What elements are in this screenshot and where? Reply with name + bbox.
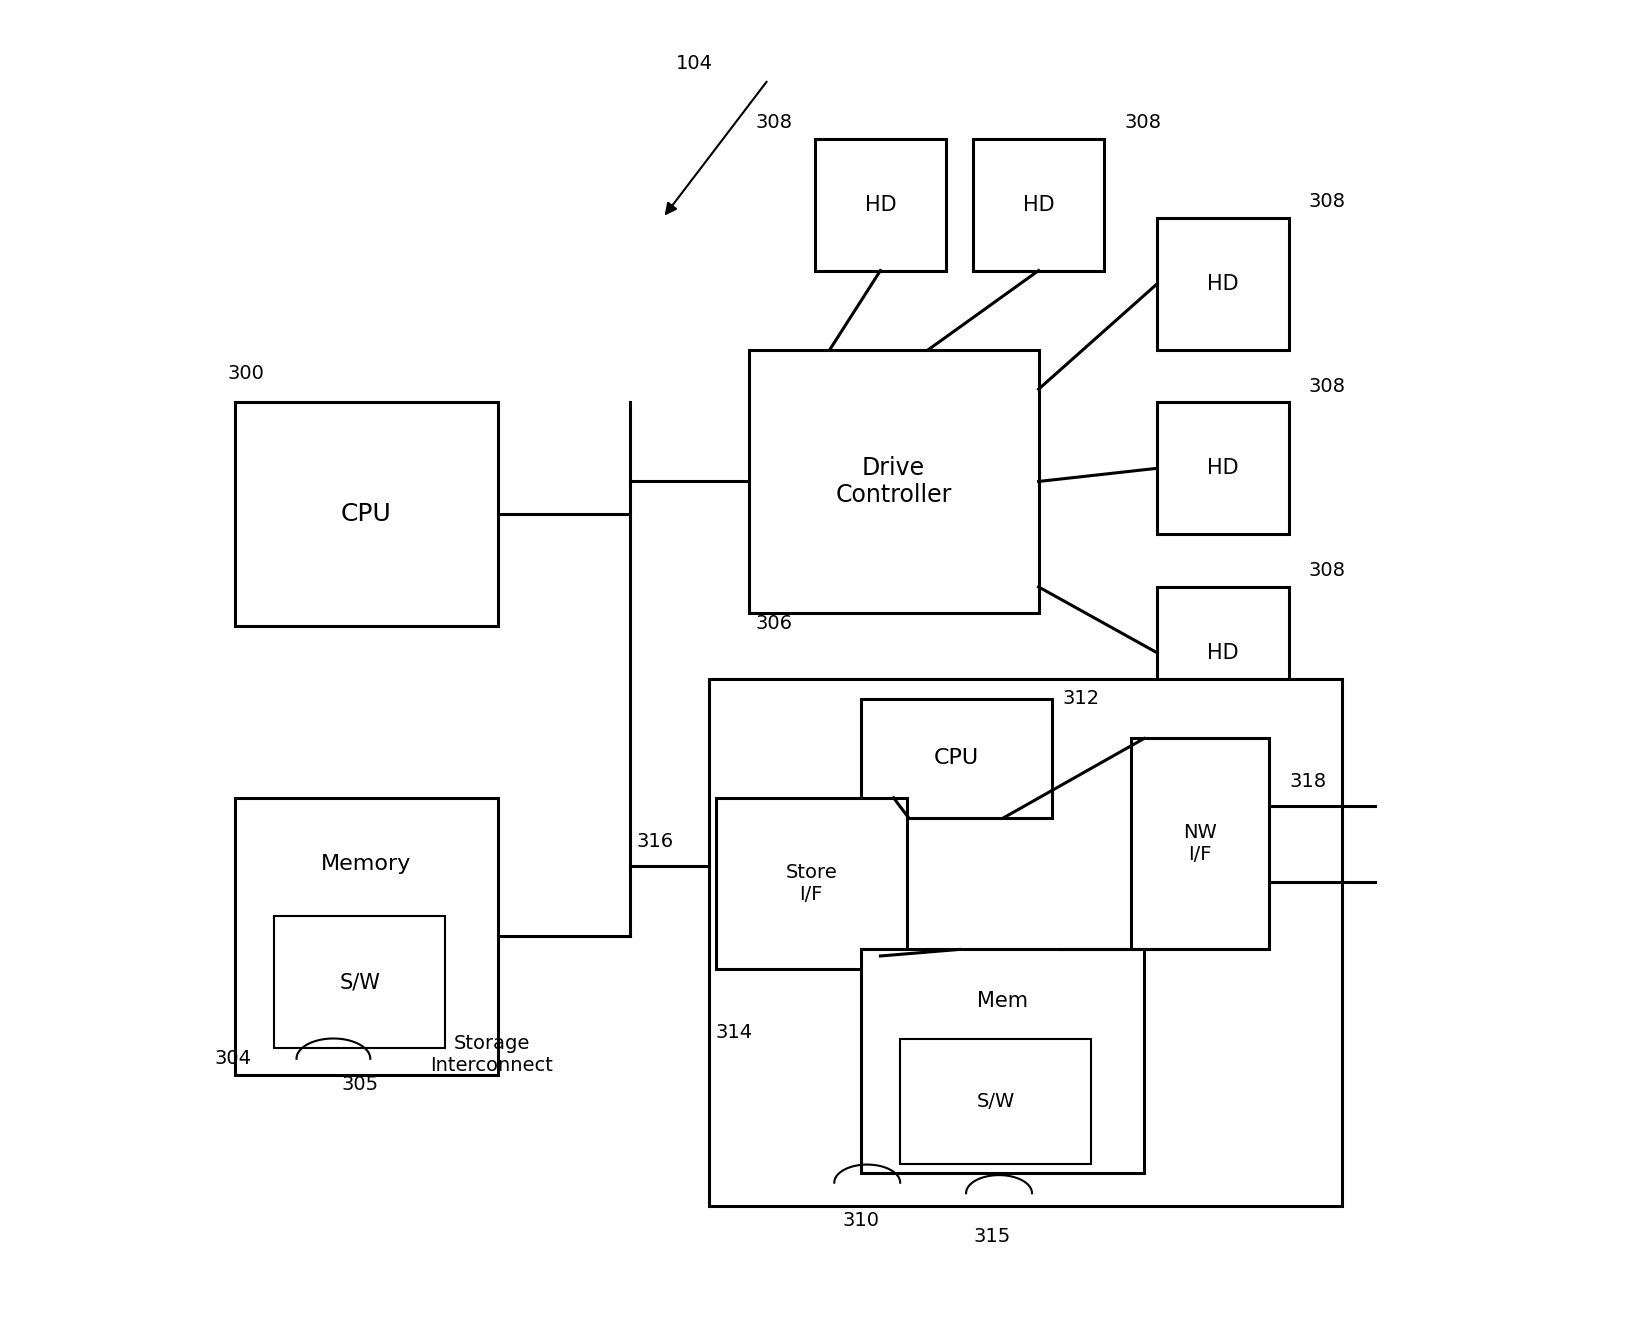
Text: 308: 308 xyxy=(1308,377,1346,396)
Text: 306: 306 xyxy=(756,614,792,633)
Text: Store
I/F: Store I/F xyxy=(785,863,837,904)
Bar xyxy=(860,699,1052,818)
Text: HD: HD xyxy=(1207,274,1240,294)
Bar xyxy=(1157,402,1289,534)
Text: Drive
Controller: Drive Controller xyxy=(836,456,951,507)
Bar xyxy=(749,350,1039,613)
Text: 308: 308 xyxy=(756,113,792,132)
Bar xyxy=(901,1039,1091,1164)
Bar xyxy=(814,139,946,270)
Text: Storage
Interconnect: Storage Interconnect xyxy=(430,1035,552,1075)
Bar xyxy=(973,139,1104,270)
Text: 316: 316 xyxy=(637,831,674,851)
Text: 304: 304 xyxy=(215,1050,252,1068)
Text: 305: 305 xyxy=(340,1075,378,1095)
Text: 314: 314 xyxy=(715,1023,753,1042)
Text: NW
I/F: NW I/F xyxy=(1183,823,1217,864)
Text: 310: 310 xyxy=(842,1211,880,1231)
Text: 308: 308 xyxy=(1308,192,1346,212)
Text: 312: 312 xyxy=(1062,689,1100,709)
Text: S/W: S/W xyxy=(339,972,380,992)
Bar xyxy=(1157,587,1289,719)
Bar xyxy=(1157,218,1289,350)
Text: 318: 318 xyxy=(1289,773,1326,791)
Bar xyxy=(709,679,1342,1207)
Text: CPU: CPU xyxy=(340,502,391,526)
Bar xyxy=(274,916,445,1048)
Text: CPU: CPU xyxy=(933,749,979,769)
Bar xyxy=(1131,738,1269,950)
Text: 300: 300 xyxy=(228,364,266,382)
Text: HD: HD xyxy=(1207,458,1240,478)
Text: HD: HD xyxy=(1023,194,1054,214)
Text: 315: 315 xyxy=(974,1227,1012,1245)
Text: HD: HD xyxy=(1207,643,1240,663)
Text: 308: 308 xyxy=(1124,113,1161,132)
Bar xyxy=(860,950,1144,1173)
Text: HD: HD xyxy=(865,194,896,214)
Text: Memory: Memory xyxy=(321,854,412,874)
Bar xyxy=(235,402,498,626)
Bar xyxy=(235,798,498,1075)
Text: 104: 104 xyxy=(676,53,714,73)
Text: S/W: S/W xyxy=(977,1092,1015,1111)
Text: 308: 308 xyxy=(1308,561,1346,581)
Bar xyxy=(715,798,907,970)
Text: Mem: Mem xyxy=(977,991,1028,1011)
